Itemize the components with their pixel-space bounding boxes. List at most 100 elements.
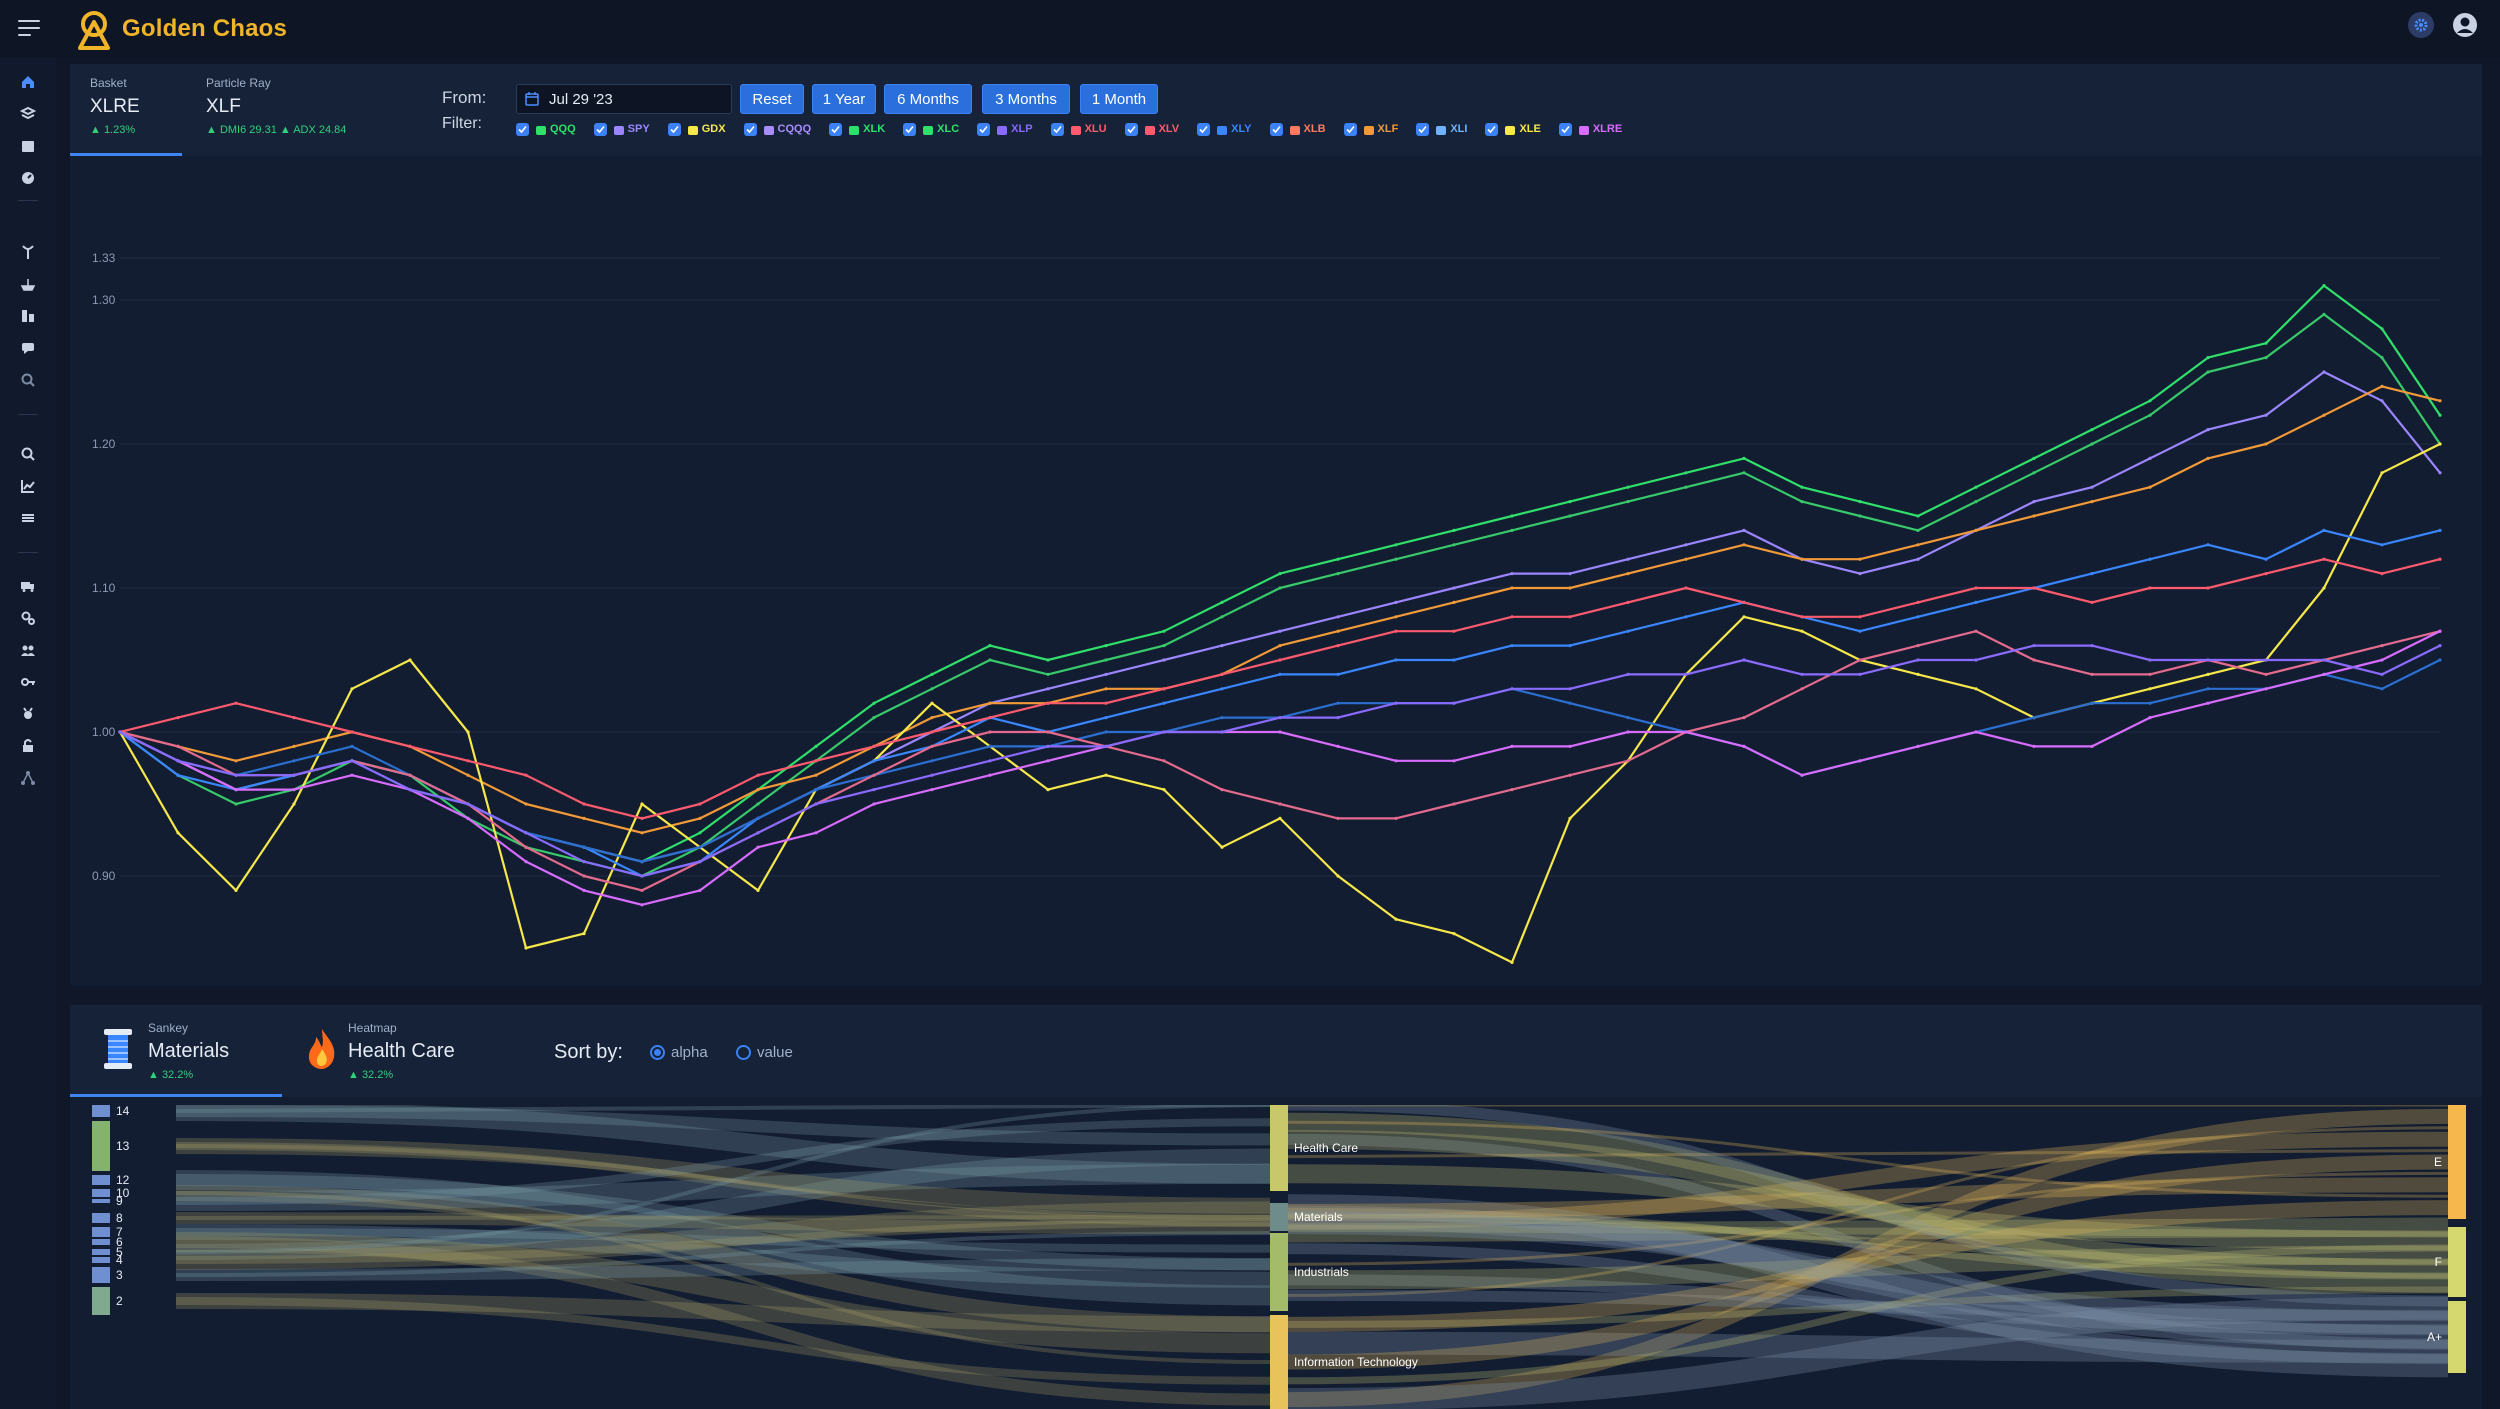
sankey-flow [175,1231,1271,1277]
sankey-node[interactable] [92,1175,110,1185]
gear-icon[interactable] [2408,12,2434,38]
tab-sankey[interactable]: Sankey Materials ▲ 32.2% [70,1005,282,1097]
lock-icon[interactable] [18,736,38,756]
data-point [1162,701,1166,705]
filter-xlc[interactable]: XLC [903,122,959,136]
range-1-month-button[interactable]: 1 Month [1080,84,1158,114]
gauge-icon[interactable] [18,168,38,188]
magnifier-icon[interactable] [18,444,38,464]
checkbox[interactable] [1269,122,1283,136]
layers-icon[interactable] [18,104,38,124]
checkbox[interactable] [516,122,529,136]
tab-basket[interactable]: Basket XLRE ▲ 1.23% [70,64,182,156]
sankey-node[interactable] [2448,1301,2466,1373]
sankey-flow [1287,1133,2449,1350]
filter-xlp[interactable]: XLP [977,122,1033,136]
sankey-node[interactable] [1270,1315,1288,1409]
filter-xli[interactable]: XLI [1416,122,1467,136]
truck-icon[interactable] [18,576,38,596]
sankey-node[interactable] [92,1121,110,1171]
cogs-icon[interactable] [18,608,38,628]
calendar-icon[interactable] [18,136,38,156]
checkbox[interactable] [1485,122,1499,136]
sort-alpha-radio[interactable]: alpha [650,1044,708,1061]
filter-xly[interactable]: XLY [1197,122,1252,136]
sankey-node[interactable] [92,1257,110,1263]
data-point [292,788,296,792]
filter-xlb[interactable]: XLB [1269,122,1326,136]
data-point [1336,672,1340,676]
users-icon[interactable] [18,640,38,660]
checkbox[interactable] [1197,122,1211,136]
series-line[interactable] [119,385,2441,834]
data-point [1510,687,1514,691]
sankey-node[interactable] [92,1267,110,1283]
series-line[interactable] [119,313,2441,878]
sankey-flow [1287,1200,2449,1332]
sankey-node[interactable] [92,1199,110,1203]
network-icon[interactable] [18,768,38,788]
filter-xlu[interactable]: XLU [1050,122,1107,136]
filter-qqq[interactable]: QQQ [516,122,576,136]
checkbox[interactable] [667,122,681,136]
checkbox[interactable] [903,122,917,136]
sankey-node[interactable] [92,1189,110,1197]
checkbox[interactable] [1343,122,1357,136]
series-line[interactable] [119,558,2441,820]
chat-icon[interactable] [18,338,38,358]
menu-icon[interactable] [18,20,40,38]
user-circle-icon[interactable] [2452,12,2478,38]
sankey-node[interactable] [92,1213,110,1223]
flow-icon[interactable] [18,508,38,528]
filter-xle[interactable]: XLE [1485,122,1541,136]
line-chart-icon[interactable] [18,476,38,496]
sankey-node[interactable] [2448,1105,2466,1219]
sankey-node[interactable] [2448,1227,2466,1297]
checkbox[interactable] [1416,122,1430,136]
search-globe-icon[interactable] [18,370,38,390]
scales-icon[interactable] [18,306,38,326]
data-point [2380,644,2384,648]
ship-icon[interactable] [18,274,38,294]
checkbox[interactable] [1124,122,1138,136]
reset-button[interactable]: Reset [740,84,804,114]
sankey-node[interactable] [92,1227,110,1237]
sankey-node[interactable] [1270,1233,1288,1311]
checkbox[interactable] [1050,122,1064,136]
filter-xlv[interactable]: XLV [1124,122,1179,136]
filter-xlf[interactable]: XLF [1343,122,1398,136]
spool-icon [104,1029,132,1069]
filter-gdx[interactable]: GDX [667,122,726,136]
filter-cqqq[interactable]: CQQQ [743,122,811,136]
range-1-year-button[interactable]: 1 Year [812,84,876,114]
sankey-node[interactable] [1270,1203,1288,1231]
home-icon[interactable] [18,72,38,92]
checkbox[interactable] [593,122,607,136]
sankey-node[interactable] [1270,1105,1288,1191]
sort-value-radio[interactable]: value [736,1044,793,1061]
checkbox[interactable] [1558,122,1572,136]
logo[interactable]: Golden Chaos [74,6,287,52]
filter-spy[interactable]: SPY [593,122,650,136]
data-point [466,802,470,806]
virus-icon[interactable] [18,704,38,724]
from-date-input[interactable]: Jul 29 '23 [516,84,732,114]
filter-xlk[interactable]: XLK [829,122,885,136]
filter-xlre[interactable]: XLRE [1558,122,1622,136]
tab-particle-ray[interactable]: Particle Ray XLF ▲ DMI6 29.31 ▲ ADX 24.8… [186,64,386,156]
series-line[interactable] [119,630,2441,906]
sankey-node[interactable] [92,1287,110,1315]
sankey-node[interactable] [92,1249,110,1255]
key-icon[interactable] [18,672,38,692]
range-3-months-button[interactable]: 3 Months [982,84,1070,114]
range-6-months-button[interactable]: 6 Months [884,84,972,114]
antenna-icon[interactable] [18,242,38,262]
data-point [698,816,702,821]
checkbox[interactable] [743,122,757,136]
checkbox[interactable] [829,122,843,136]
checkbox[interactable] [977,122,991,136]
tab-heatmap[interactable]: Heatmap Health Care ▲ 32.2% [284,1005,534,1097]
data-point [1742,744,1746,749]
sankey-node[interactable] [92,1239,110,1245]
sankey-node[interactable] [92,1105,110,1117]
